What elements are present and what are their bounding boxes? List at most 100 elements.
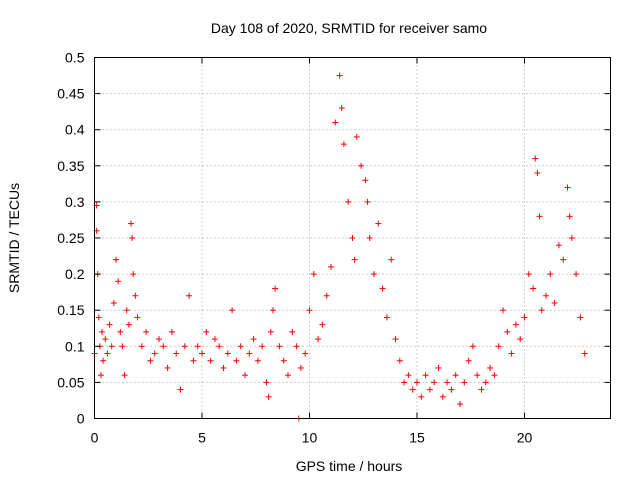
data-point	[106, 321, 113, 328]
data-point	[250, 336, 257, 343]
y-tick-label: 0.05	[57, 374, 84, 390]
data-point	[422, 372, 429, 379]
data-point	[99, 328, 106, 335]
data-point	[340, 141, 347, 148]
data-point	[259, 343, 266, 350]
data-point	[379, 285, 386, 292]
data-point	[444, 379, 451, 386]
chart-title: Day 108 of 2020, SRMTID for receiver sam…	[211, 20, 487, 36]
data-point	[177, 386, 184, 393]
data-point	[409, 386, 416, 393]
data-point	[478, 386, 485, 393]
data-point	[392, 336, 399, 343]
data-point	[113, 256, 119, 263]
data-point	[117, 328, 124, 335]
data-point	[512, 321, 519, 328]
data-point	[134, 314, 141, 321]
data-point	[186, 292, 193, 299]
data-point	[104, 350, 111, 357]
x-tick-label: 5	[198, 430, 206, 446]
x-axis-label: GPS time / hours	[296, 458, 403, 474]
data-point	[199, 350, 205, 357]
data-point	[164, 364, 171, 371]
data-point	[577, 314, 584, 321]
data-point	[487, 364, 494, 371]
data-point	[351, 256, 358, 263]
data-point	[297, 364, 304, 371]
data-point	[267, 328, 274, 335]
data-point	[461, 379, 468, 386]
data-point	[439, 393, 446, 400]
x-tick-label: 15	[409, 430, 425, 446]
y-tick-label: 0.25	[57, 230, 84, 246]
data-point	[190, 357, 197, 364]
data-point	[448, 386, 455, 393]
data-point	[568, 235, 575, 241]
data-point	[242, 372, 248, 379]
y-tick-label: 0	[77, 411, 85, 427]
data-point	[396, 357, 403, 364]
data-point	[233, 357, 240, 364]
data-point	[128, 220, 135, 227]
data-point	[517, 336, 524, 343]
data-point	[265, 393, 272, 400]
data-point	[211, 336, 218, 343]
data-point	[521, 314, 528, 321]
data-point	[143, 328, 150, 335]
data-point	[119, 343, 126, 350]
data-point	[491, 372, 498, 379]
data-point	[530, 285, 537, 292]
data-point	[383, 314, 390, 321]
data-point	[97, 372, 104, 379]
data-point	[315, 336, 322, 343]
data-point	[566, 213, 573, 220]
data-point	[418, 393, 425, 400]
y-tick-label: 0.2	[65, 266, 85, 282]
data-point	[100, 357, 107, 364]
data-point	[414, 379, 420, 386]
data-point	[138, 343, 145, 350]
data-point	[302, 350, 309, 357]
y-tick-label: 0.4	[65, 122, 85, 138]
data-point	[246, 350, 253, 357]
data-point	[375, 220, 382, 227]
data-point	[431, 379, 438, 386]
data-point	[108, 343, 115, 350]
data-point	[388, 256, 395, 263]
data-point	[125, 321, 132, 328]
data-point	[323, 292, 330, 299]
data-point	[349, 235, 356, 241]
data-point	[538, 307, 545, 314]
data-point	[156, 336, 162, 343]
data-point	[194, 343, 201, 350]
data-point	[353, 133, 360, 140]
data-point	[132, 292, 139, 299]
data-point	[121, 372, 128, 379]
data-point	[224, 350, 231, 357]
data-point	[457, 401, 463, 408]
data-point	[123, 307, 130, 314]
data-point	[276, 343, 283, 350]
data-point	[293, 343, 300, 350]
data-point	[547, 271, 554, 278]
data-point	[102, 336, 109, 343]
data-point	[366, 235, 373, 241]
data-point	[504, 328, 511, 335]
data-point	[319, 321, 326, 328]
data-point	[465, 357, 472, 364]
data-point	[336, 72, 343, 79]
data-point	[564, 184, 571, 191]
data-point	[474, 372, 481, 379]
data-point	[220, 364, 227, 371]
y-tick-label: 0.45	[57, 86, 84, 102]
data-point	[500, 307, 506, 314]
data-point	[405, 372, 412, 379]
data-point	[332, 119, 339, 126]
data-point	[362, 177, 369, 184]
data-point	[555, 242, 562, 249]
data-point	[306, 307, 313, 314]
data-point	[129, 235, 136, 241]
data-point	[216, 343, 223, 350]
data-point	[130, 271, 137, 278]
